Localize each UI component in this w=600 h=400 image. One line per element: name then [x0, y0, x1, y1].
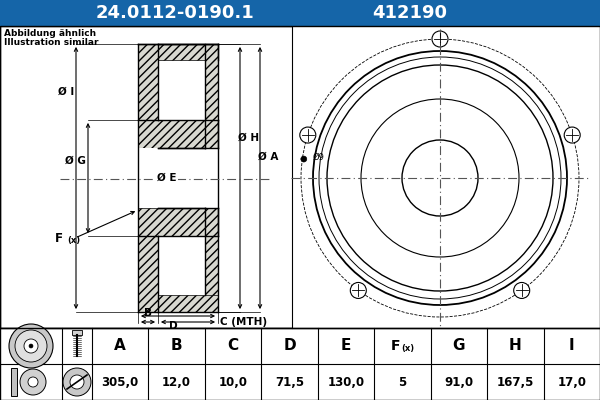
Circle shape: [300, 127, 316, 143]
Bar: [0, 0, 600, 26]
Circle shape: [313, 51, 567, 305]
Circle shape: [361, 99, 519, 257]
Circle shape: [15, 330, 47, 362]
Text: 5: 5: [398, 376, 407, 388]
Text: 17,0: 17,0: [557, 376, 586, 388]
Circle shape: [564, 127, 580, 143]
Text: F: F: [55, 232, 63, 244]
Bar: [205, 208, 218, 312]
Polygon shape: [11, 368, 17, 396]
Text: 91,0: 91,0: [445, 376, 473, 388]
Bar: [138, 236, 158, 312]
Circle shape: [70, 375, 84, 389]
Text: 130,0: 130,0: [328, 376, 365, 388]
Circle shape: [29, 344, 33, 348]
Bar: [292, 26, 600, 328]
Bar: [158, 295, 218, 312]
Text: A: A: [115, 338, 126, 354]
Text: B: B: [171, 338, 182, 354]
Text: 12,0: 12,0: [162, 376, 191, 388]
Circle shape: [319, 57, 561, 299]
Circle shape: [432, 31, 448, 47]
Circle shape: [301, 156, 307, 162]
Bar: [158, 44, 205, 60]
Circle shape: [402, 140, 478, 216]
Text: D: D: [169, 321, 178, 331]
Text: 412190: 412190: [373, 4, 448, 22]
Bar: [138, 208, 218, 236]
Circle shape: [63, 368, 91, 396]
Text: Ø H: Ø H: [238, 133, 259, 143]
Bar: [0, 26, 600, 328]
Text: D: D: [283, 338, 296, 354]
Bar: [72, 330, 82, 335]
Text: Ø9: Ø9: [313, 153, 325, 162]
Circle shape: [24, 339, 38, 353]
Text: C: C: [227, 338, 239, 354]
Circle shape: [9, 324, 53, 368]
Text: E: E: [341, 338, 351, 354]
Text: C (MTH): C (MTH): [220, 317, 267, 327]
Bar: [0, 328, 600, 400]
Text: (x): (x): [67, 236, 80, 246]
Text: Ø E: Ø E: [157, 173, 177, 183]
Text: 10,0: 10,0: [218, 376, 248, 388]
Text: 24.0112-0190.1: 24.0112-0190.1: [95, 4, 254, 22]
Bar: [0, 26, 600, 328]
Circle shape: [327, 65, 553, 291]
Text: 167,5: 167,5: [497, 376, 534, 388]
Text: 71,5: 71,5: [275, 376, 304, 388]
Bar: [205, 44, 218, 148]
Bar: [138, 120, 218, 148]
Text: Ø G: Ø G: [65, 156, 86, 166]
Text: B: B: [144, 308, 152, 318]
Circle shape: [20, 369, 46, 395]
Text: Illustration similar: Illustration similar: [4, 38, 98, 47]
Text: Ø A: Ø A: [258, 152, 278, 162]
Text: G: G: [452, 338, 465, 354]
Circle shape: [514, 282, 530, 298]
Bar: [138, 148, 218, 208]
Text: 305,0: 305,0: [101, 376, 139, 388]
Circle shape: [350, 282, 366, 298]
Bar: [158, 148, 205, 208]
Text: (x): (x): [401, 344, 415, 354]
Text: F: F: [391, 339, 400, 353]
Circle shape: [28, 377, 38, 387]
Text: H: H: [509, 338, 522, 354]
Text: I: I: [569, 338, 575, 354]
Text: Ø I: Ø I: [58, 87, 74, 97]
Text: Abbildung ähnlich: Abbildung ähnlich: [4, 29, 96, 38]
Bar: [138, 44, 158, 120]
